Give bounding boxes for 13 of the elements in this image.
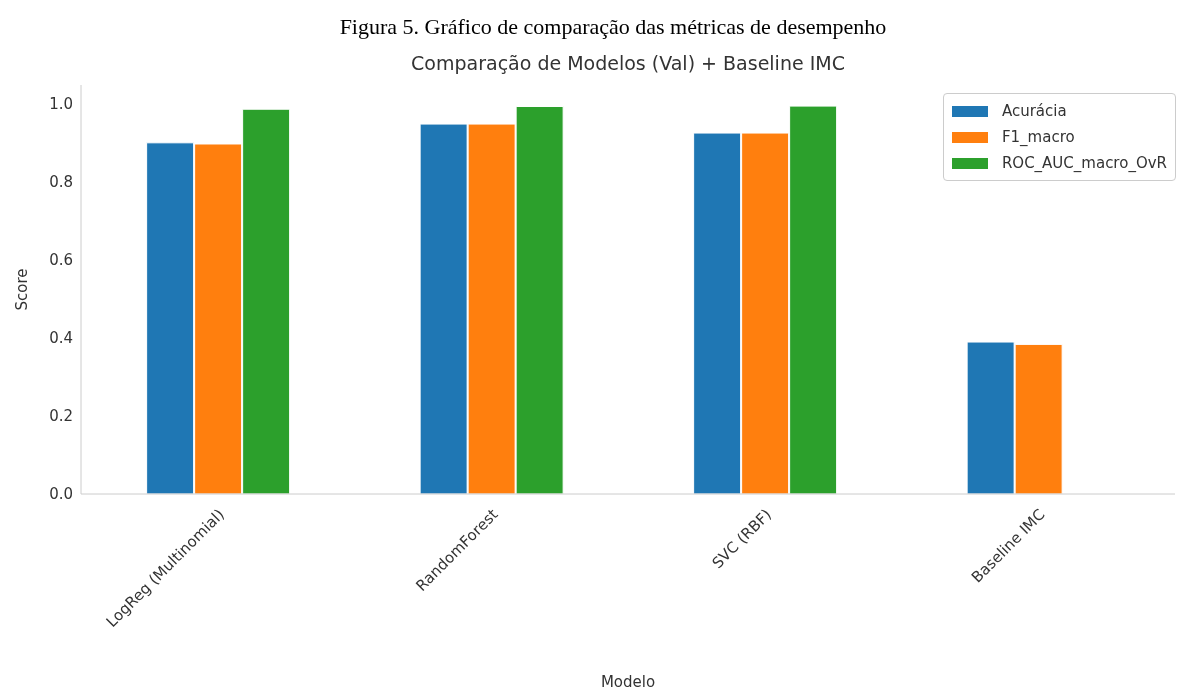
text: Figura 5. Gráfico de comparação das métricas de desempenho <box>338 14 888 40</box>
y-tick-label: 0.2 <box>49 407 73 426</box>
legend-label: ROC_AUC_macro_OvR <box>1001 153 1167 174</box>
y-tick-label: 0.8 <box>49 172 73 191</box>
y-tick-label: 0.0 <box>49 485 73 504</box>
y-axis-title: Score <box>13 268 32 311</box>
chart-title: Comparação de Modelos (Val) + Baseline IMC <box>410 52 846 74</box>
x-axis-title: Modelo <box>600 673 656 687</box>
y-tick-label: 0.6 <box>49 250 73 269</box>
legend-label: F1_macro <box>1001 127 1075 148</box>
y-tick-label: 0.4 <box>49 329 73 348</box>
y-tick-label: 1.0 <box>49 94 73 113</box>
legend-label: Acurácia <box>1001 101 1067 122</box>
